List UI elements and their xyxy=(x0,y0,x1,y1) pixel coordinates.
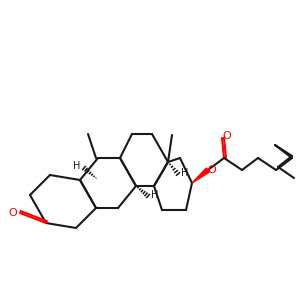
Text: O: O xyxy=(9,208,17,218)
Text: H: H xyxy=(181,168,189,178)
Text: O: O xyxy=(223,131,231,141)
Polygon shape xyxy=(192,168,210,183)
Text: O: O xyxy=(208,165,216,175)
Text: H: H xyxy=(151,190,159,200)
Text: H: H xyxy=(73,161,81,171)
